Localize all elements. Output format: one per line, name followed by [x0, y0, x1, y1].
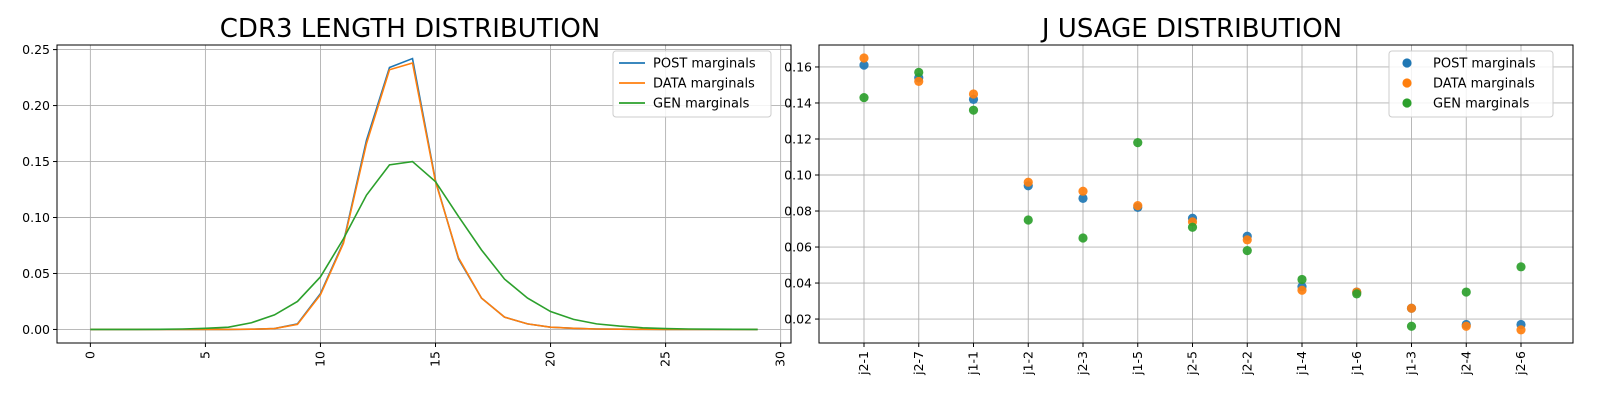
- x-tick-label: j2-7: [911, 351, 926, 376]
- scatter-point-3: [1352, 289, 1362, 299]
- scatter-point-3: [1406, 321, 1417, 331]
- scatter-point-2: [1023, 177, 1033, 187]
- x-tick-label: j2-1: [856, 351, 871, 376]
- y-tick-label: 0.14: [784, 95, 812, 110]
- scatter-point-3: [1078, 233, 1088, 243]
- plot-frame: [818, 44, 1574, 344]
- scatter-point-3: [1133, 137, 1143, 148]
- scatter-point-1: [859, 60, 869, 70]
- chart-title: CDR3 LENGTH DISTRIBUTION: [220, 14, 600, 44]
- scatter-point-3: [914, 67, 924, 77]
- x-tick-label: j1-1: [966, 351, 981, 376]
- x-tick-label: j2-4: [1458, 351, 1473, 376]
- x-tick-label: 15: [428, 351, 443, 367]
- scatter-point-3: [859, 92, 869, 103]
- grid: [819, 45, 1573, 343]
- scatter-point-2: [1406, 303, 1417, 313]
- series-layer: [90, 57, 758, 331]
- x-tick-label: j1-2: [1020, 351, 1035, 376]
- y-tick-label: 0.08: [784, 204, 812, 219]
- x-tick-label: j2-3: [1075, 351, 1090, 376]
- scatter-point-2: [1297, 285, 1307, 295]
- scatter-point-2: [859, 53, 869, 63]
- scatter-point-3: [1461, 287, 1471, 297]
- y-tick-label: 0.10: [22, 210, 50, 225]
- cdr3-length-chart: CDR3 LENGTH DISTRIBUTION 0 5 10 15 20 25 30 0.0…: [22, 14, 792, 367]
- y-tick-label: 0.02: [784, 312, 812, 327]
- y-tick-label: 0.06: [784, 240, 812, 255]
- y-tick-label: 0.10: [784, 168, 812, 183]
- legend-label: GEN marginals: [1433, 97, 1530, 112]
- series-line-2: [90, 62, 758, 331]
- y-tick-label: 0.00: [22, 322, 50, 337]
- scatter-point-1: [1078, 193, 1088, 204]
- x-tick-label: j1-5: [1130, 351, 1145, 376]
- scatter-point-2: [1242, 235, 1252, 245]
- tick-labels: 0 5 10 15 20 25 30 0.00 0.05 0.10 0.15 0.20 0.25: [22, 42, 787, 367]
- series-line-3: [90, 160, 758, 331]
- scatter-point-2: [1078, 186, 1088, 196]
- legend: POST marginals DATA marginals GEN marginal…: [1388, 50, 1554, 118]
- y-tick-label: 0.05: [22, 266, 50, 281]
- x-tick-label: 25: [658, 351, 673, 367]
- x-tick-label: 10: [312, 351, 327, 367]
- scatter-point-3: [1023, 215, 1033, 225]
- legend-label: POST marginals: [1433, 57, 1536, 72]
- y-tick-label: 0.16: [784, 59, 812, 74]
- chart-title: J USAGE DISTRIBUTION: [1040, 14, 1342, 44]
- j-usage-chart: J USAGE DISTRIBUTION j2-1 j2-7 j1-1 j1-2 j2-…: [784, 14, 1574, 376]
- scatter-point-3: [968, 105, 979, 115]
- x-tick-label: j2-5: [1185, 351, 1200, 376]
- y-tick-label: 0.25: [22, 42, 50, 57]
- tick-labels: j2-1 j2-7 j1-1 j1-2 j2-3 j1-5 j2-5 j2-2 j1-4 j1-6…: [784, 59, 1528, 375]
- x-tick-label: j2-2: [1239, 351, 1254, 376]
- scatter-point-2: [968, 89, 979, 99]
- legend-label: POST marginals: [653, 57, 756, 72]
- x-tick-label: j2-6: [1513, 351, 1528, 376]
- y-tick-label: 0.12: [784, 131, 812, 146]
- x-tick-label: j1-4: [1294, 351, 1309, 376]
- series-layer: [859, 53, 1526, 335]
- scatter-point-3: [1516, 262, 1526, 272]
- x-tick-label: j1-3: [1404, 351, 1419, 376]
- x-tick-label: 5: [197, 351, 212, 359]
- legend-swatch: [1402, 98, 1412, 108]
- scatter-point-2: [1133, 201, 1143, 211]
- legend-box: [612, 50, 772, 118]
- scatter-point-3: [1187, 222, 1198, 232]
- legend-label: GEN marginals: [653, 97, 750, 112]
- x-tick-label: j1-6: [1349, 351, 1364, 376]
- scatter-point-2: [914, 76, 924, 86]
- plot-frame: [56, 44, 792, 344]
- legend-label: DATA marginals: [653, 77, 755, 92]
- legend-swatch: [1402, 78, 1412, 88]
- y-tick-label: 0.04: [784, 276, 812, 291]
- legend-swatch: [1402, 58, 1412, 68]
- legend-box: [1388, 50, 1554, 118]
- legend: POST marginals DATA marginals GEN marginal…: [612, 50, 772, 118]
- legend-label: DATA marginals: [1433, 77, 1535, 92]
- y-tick-label: 0.15: [22, 154, 50, 169]
- y-tick-label: 0.20: [22, 98, 50, 113]
- scatter-point-2: [1461, 321, 1471, 331]
- x-tick-label: 30: [773, 351, 788, 367]
- scatter-point-3: [1242, 246, 1252, 256]
- scatter-point-3: [1297, 274, 1307, 285]
- scatter-point-2: [1516, 325, 1526, 335]
- x-tick-label: 0: [82, 351, 97, 359]
- x-tick-label: 20: [543, 351, 558, 367]
